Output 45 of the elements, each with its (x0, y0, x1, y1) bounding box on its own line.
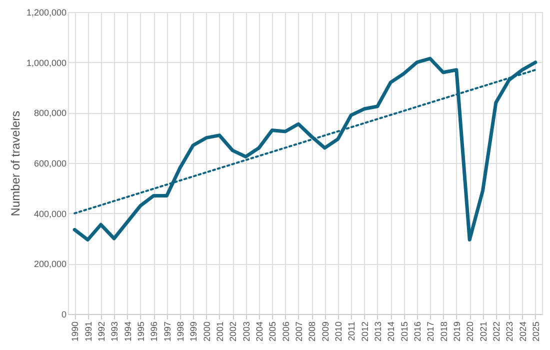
x-tick-label: 2019 (452, 322, 462, 342)
x-tick-label: 2002 (228, 322, 238, 342)
x-tick-label: 2014 (386, 322, 396, 342)
x-tick-label: 1998 (175, 322, 186, 342)
x-tick-label: 2017 (426, 322, 436, 342)
x-tick-label: 1996 (149, 322, 160, 342)
x-tick-label: 2021 (478, 322, 488, 342)
y-tick-label: 800,000 (34, 108, 66, 118)
x-tick-label: 1999 (188, 322, 199, 342)
y-tick-label: 1,000,000 (26, 58, 66, 68)
x-tick-label: 2000 (202, 322, 212, 342)
x-tick-label: 1990 (70, 322, 80, 342)
x-tick-label: 2009 (320, 322, 330, 342)
x-tick-label: 2001 (214, 322, 225, 342)
x-tick-label: 1995 (136, 322, 146, 342)
x-tick-label: 2013 (372, 322, 383, 342)
x-tick-label: 1997 (162, 322, 172, 342)
x-tick-label: 2015 (399, 322, 410, 342)
x-tick-label: 2008 (307, 322, 318, 342)
x-tick-label: 2024 (518, 322, 528, 342)
x-tick-label: 2023 (504, 322, 515, 342)
x-tick-label: 2018 (438, 322, 449, 342)
x-tick-label: 1994 (122, 322, 133, 342)
x-tick-label: 1992 (96, 322, 106, 342)
y-axis-title: Number of travelers (8, 110, 22, 216)
x-tick-label: 2025 (530, 322, 541, 342)
y-tick-label: 1,200,000 (26, 8, 66, 18)
x-tick-label: 2003 (241, 322, 252, 342)
y-tick-label: 600,000 (34, 158, 66, 168)
y-tick-label: 200,000 (34, 259, 66, 270)
x-tick-label: 2012 (360, 322, 370, 342)
x-tick-label: 1991 (83, 322, 94, 342)
x-tick-label: 1993 (110, 322, 120, 342)
x-tick-label: 2011 (346, 322, 357, 341)
x-tick-label: 2005 (268, 322, 278, 342)
x-tick-label: 2022 (491, 322, 502, 342)
x-tick-label: 2010 (333, 322, 344, 342)
line-series (72, 56, 538, 242)
x-tick-label: 2006 (280, 322, 291, 342)
y-tick-label: 0 (61, 310, 66, 320)
x-tick-label: 2020 (465, 322, 476, 342)
x-tick-label: 2004 (254, 322, 264, 342)
x-tick-label: 2016 (412, 322, 422, 342)
y-tick-label: 400,000 (34, 208, 66, 219)
x-tick-label: 2007 (294, 322, 304, 342)
